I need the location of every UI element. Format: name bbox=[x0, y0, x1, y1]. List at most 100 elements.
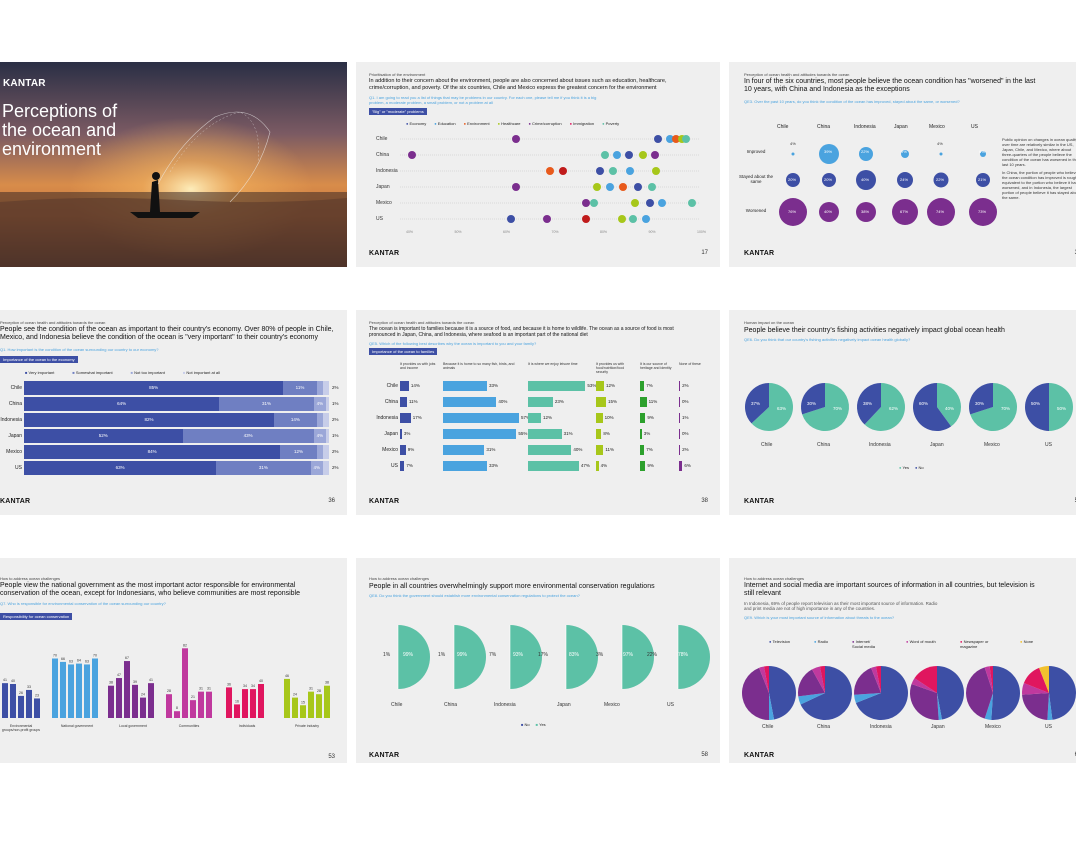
pie-no-label: 60% bbox=[919, 401, 928, 406]
table-bar bbox=[443, 381, 487, 391]
yes-value: 83% bbox=[569, 652, 580, 658]
table-bar bbox=[443, 397, 497, 407]
bar-value: 41 bbox=[149, 678, 153, 682]
half-pie-yes bbox=[678, 625, 711, 689]
slide-section-title: Perception of ocean health and attitudes… bbox=[0, 320, 106, 325]
legend-item: ● Television bbox=[769, 639, 791, 644]
table-value: 11% bbox=[648, 399, 658, 404]
column-header: China bbox=[817, 124, 831, 130]
bar-value: 28 bbox=[317, 689, 321, 693]
bar-end-label: 2% bbox=[332, 417, 339, 422]
table-value: 11% bbox=[408, 399, 418, 404]
pie-slice bbox=[984, 666, 993, 693]
slide-prioritisation[interactable]: Prioritisation of the environment In add… bbox=[356, 62, 720, 267]
country-label: Japan bbox=[376, 184, 390, 190]
dot-plot bbox=[400, 135, 700, 223]
chart-label: Responsibility for ocean conservation bbox=[0, 613, 73, 620]
table-row: Chile 14% 33% 53% 12% 7% 2% bbox=[366, 380, 716, 392]
bar-value: 47 bbox=[117, 673, 121, 677]
table-bar bbox=[528, 429, 562, 439]
table-row: Mexico 9% 31% 40% 11% 7% 2% bbox=[366, 444, 716, 456]
slide-headline: Internet and social media are important … bbox=[744, 582, 1035, 597]
slide-headline: People believe their country's fishing a… bbox=[744, 327, 1005, 334]
bar-value: 41 bbox=[3, 678, 7, 682]
bar bbox=[242, 689, 248, 718]
pie bbox=[742, 666, 796, 720]
slide-economy-importance[interactable]: Perception of ocean health and attitudes… bbox=[0, 310, 347, 515]
table-value: 11% bbox=[605, 447, 615, 452]
bar-value: 82 bbox=[183, 643, 187, 647]
pie-slice bbox=[871, 666, 881, 693]
cover-title-line: environment bbox=[2, 139, 102, 159]
slide-ocean-condition[interactable]: Perception of ocean health and attitudes… bbox=[729, 62, 1076, 267]
half-pie bbox=[397, 625, 431, 689]
pie-country-label: US bbox=[667, 702, 674, 708]
table-bar bbox=[596, 397, 606, 407]
pie-slice-yes bbox=[864, 383, 905, 431]
side-note: Public opinion on changes in ocean quali… bbox=[1002, 137, 1076, 200]
pie-slice bbox=[769, 693, 775, 720]
slide-families-importance[interactable]: Perception of ocean health and attitudes… bbox=[356, 310, 720, 515]
bar-row: Chile 85% 11% 2% bbox=[0, 381, 340, 395]
slide-regulations[interactable]: How to address ocean challenges People i… bbox=[356, 558, 720, 763]
bar-segment: 85% bbox=[24, 381, 284, 395]
side-note-paragraph: Public opinion on changes in ocean quali… bbox=[1002, 137, 1076, 167]
value-label: 22% bbox=[861, 149, 870, 154]
column-header: It is where we enjoy leisure time bbox=[528, 362, 578, 366]
slide-headline: In addition to their concern about the e… bbox=[369, 78, 667, 91]
pie-slice bbox=[875, 666, 881, 693]
table-row: US 7% 33% 47% 4% 9% 6% bbox=[366, 460, 716, 472]
legend-item: ● Internet/ Social media bbox=[852, 639, 875, 649]
row-label: Indonesia bbox=[376, 415, 398, 421]
value-label: 39% bbox=[824, 149, 833, 154]
bar-group: 36 16 34 34 40 bbox=[226, 679, 264, 718]
kantar-logo: KANTAR bbox=[744, 250, 775, 257]
page-number: 6 bbox=[1075, 752, 1076, 758]
bar bbox=[140, 697, 146, 718]
legend-item: ● Environment bbox=[463, 121, 490, 126]
pie-slice bbox=[854, 667, 881, 695]
table-bar bbox=[443, 445, 485, 455]
pie-slice-no bbox=[801, 383, 825, 415]
pie-slice bbox=[914, 666, 937, 693]
slide-fishing-impact[interactable]: Human impact on the ocean People believe… bbox=[729, 310, 1076, 515]
slide-responsibility[interactable]: How to address ocean challenges People v… bbox=[0, 558, 347, 763]
value-label: 40% bbox=[824, 209, 833, 214]
cover-photo bbox=[0, 62, 347, 267]
pie-country-label: Indonesia bbox=[870, 724, 892, 730]
pie-slice bbox=[763, 666, 769, 693]
slide-cover[interactable]: KANTAR Perceptions of the ocean and envi… bbox=[0, 62, 347, 267]
pie-slice-yes bbox=[802, 383, 849, 431]
table-bar bbox=[640, 381, 645, 391]
slide-information-sources[interactable]: How to address ocean challenges Internet… bbox=[729, 558, 1076, 763]
row-label: Worsened bbox=[745, 208, 767, 213]
bubble-grid bbox=[779, 144, 997, 226]
table-value: 8% bbox=[603, 431, 610, 436]
bar-row-label: US bbox=[15, 465, 22, 471]
bubbles-same bbox=[786, 170, 990, 190]
table-bar bbox=[400, 461, 405, 471]
slide-section-title: Perception of ocean health and attitudes… bbox=[744, 72, 850, 77]
pie-row: 63% 37% 70% 30% 62% 38% 40% 60% 70% 30% 50% 50% bbox=[745, 383, 1073, 431]
table-bar bbox=[528, 397, 553, 407]
slide-section-title: How to address ocean challenges bbox=[0, 576, 61, 581]
row-label: Chile bbox=[386, 383, 398, 389]
bar-value: 70 bbox=[53, 654, 57, 658]
country-label: China bbox=[376, 152, 390, 158]
bar-end-label: 2% bbox=[332, 385, 339, 390]
table-bar bbox=[640, 429, 642, 439]
bar bbox=[292, 697, 298, 718]
table-bar bbox=[679, 429, 680, 439]
pie bbox=[1022, 666, 1076, 720]
pie: 50% 50% bbox=[1024, 383, 1073, 431]
page-number: 38 bbox=[701, 498, 708, 504]
axis-tick: 70% bbox=[551, 230, 559, 234]
bar-value: 40 bbox=[259, 679, 263, 683]
table-value: 0% bbox=[682, 399, 689, 404]
bar-segment: 43% bbox=[182, 429, 314, 443]
half-pie-yes bbox=[510, 625, 543, 689]
bar bbox=[116, 678, 122, 718]
table-value: 40% bbox=[573, 447, 583, 452]
table-value: 17% bbox=[412, 415, 422, 420]
half-pie bbox=[509, 625, 543, 689]
